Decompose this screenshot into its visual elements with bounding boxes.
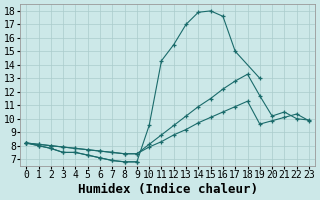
X-axis label: Humidex (Indice chaleur): Humidex (Indice chaleur) xyxy=(78,183,258,196)
